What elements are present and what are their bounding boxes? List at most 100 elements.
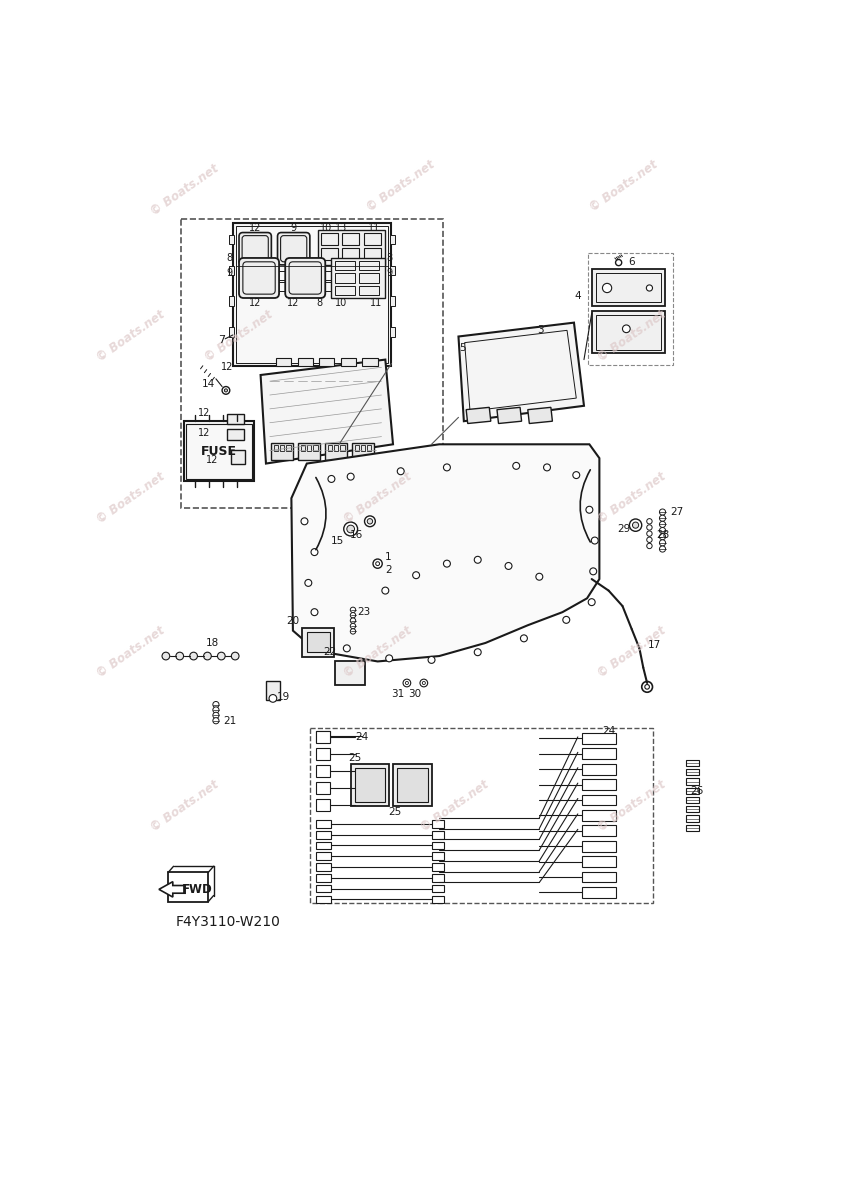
Circle shape	[660, 509, 666, 515]
Bar	[298, 443, 320, 460]
Bar	[432, 841, 444, 850]
Circle shape	[232, 653, 239, 660]
Circle shape	[513, 462, 520, 469]
Polygon shape	[527, 407, 552, 424]
Text: 12: 12	[221, 362, 234, 372]
Bar	[341, 358, 356, 366]
Text: 4: 4	[574, 292, 581, 301]
Circle shape	[225, 389, 227, 392]
Bar	[227, 414, 244, 425]
Circle shape	[350, 629, 355, 634]
Circle shape	[350, 607, 355, 612]
Text: © Boats.net: © Boats.net	[595, 308, 668, 365]
Bar	[686, 797, 700, 803]
Text: 18: 18	[205, 638, 219, 648]
Text: 5: 5	[459, 343, 466, 353]
Text: 24: 24	[355, 732, 369, 742]
Text: FWD: FWD	[182, 883, 213, 896]
Circle shape	[544, 464, 550, 470]
Text: 31: 31	[391, 689, 404, 698]
Circle shape	[591, 538, 598, 544]
Bar	[326, 443, 347, 460]
Bar	[316, 748, 330, 760]
Bar	[354, 768, 385, 803]
Text: 27: 27	[670, 508, 683, 517]
Bar	[582, 794, 616, 805]
Circle shape	[444, 560, 450, 568]
Circle shape	[505, 563, 512, 570]
Circle shape	[629, 518, 642, 532]
Circle shape	[386, 655, 393, 662]
Text: 29: 29	[617, 524, 631, 534]
Circle shape	[647, 538, 652, 542]
Bar	[350, 271, 371, 281]
Bar	[316, 820, 332, 828]
Text: 28: 28	[656, 530, 669, 540]
Bar	[316, 781, 330, 794]
Text: 15: 15	[331, 536, 344, 546]
Text: 1: 1	[385, 552, 392, 563]
Circle shape	[347, 473, 354, 480]
Bar	[592, 269, 665, 306]
Circle shape	[586, 506, 593, 514]
Circle shape	[347, 526, 354, 533]
Text: 23: 23	[357, 607, 371, 617]
Bar	[267, 271, 288, 281]
Circle shape	[413, 571, 420, 578]
Text: 12: 12	[287, 299, 299, 308]
Text: © Boats.net: © Boats.net	[95, 624, 168, 680]
Bar	[390, 328, 394, 336]
Text: F4Y3110-W210: F4Y3110-W210	[176, 914, 281, 929]
Bar	[354, 445, 360, 451]
Text: 12: 12	[249, 223, 261, 233]
Text: 12: 12	[198, 408, 210, 419]
Bar	[310, 727, 652, 904]
Bar	[321, 248, 338, 260]
Circle shape	[343, 644, 350, 652]
Bar	[319, 358, 334, 366]
Bar	[316, 884, 332, 893]
Bar	[321, 233, 338, 245]
Circle shape	[642, 682, 652, 692]
Bar	[334, 445, 338, 451]
Polygon shape	[159, 882, 185, 898]
Bar	[267, 282, 288, 292]
Bar	[334, 286, 354, 295]
Circle shape	[474, 557, 481, 563]
Text: 20: 20	[287, 617, 299, 626]
Polygon shape	[466, 407, 491, 424]
Text: 17: 17	[648, 640, 661, 649]
Text: 8: 8	[386, 253, 393, 263]
Text: 14: 14	[202, 379, 215, 389]
Bar	[364, 248, 381, 260]
Text: © Boats.net: © Boats.net	[148, 778, 221, 834]
Bar	[582, 826, 616, 836]
Bar	[239, 282, 260, 292]
Text: © Boats.net: © Boats.net	[595, 778, 668, 834]
Circle shape	[616, 259, 622, 265]
Bar	[686, 787, 700, 794]
Text: © Boats.net: © Boats.net	[418, 778, 491, 834]
Text: 21: 21	[223, 716, 237, 726]
Circle shape	[646, 284, 652, 292]
Bar	[229, 265, 234, 275]
Circle shape	[350, 623, 355, 629]
Circle shape	[536, 574, 543, 581]
Bar	[229, 328, 234, 336]
Circle shape	[213, 718, 219, 724]
Bar	[390, 296, 394, 306]
Text: 30: 30	[408, 689, 421, 698]
Bar	[301, 445, 305, 451]
Circle shape	[660, 534, 666, 540]
Circle shape	[328, 475, 335, 482]
Circle shape	[162, 653, 170, 660]
Text: © Boats.net: © Boats.net	[341, 624, 414, 680]
Bar	[294, 282, 316, 292]
Text: 24: 24	[602, 726, 616, 736]
Bar	[582, 764, 616, 775]
Circle shape	[647, 524, 652, 530]
Circle shape	[176, 653, 183, 660]
Bar	[233, 223, 391, 366]
Bar	[334, 262, 354, 270]
Bar	[286, 445, 291, 451]
